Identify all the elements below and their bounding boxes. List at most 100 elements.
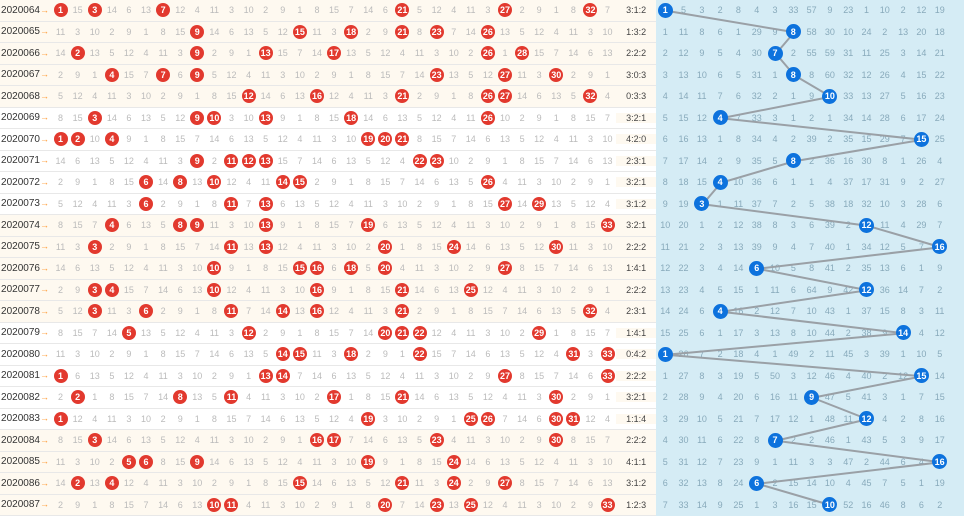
red-cell: 8 [514, 473, 531, 495]
red-cell: 4 [496, 494, 513, 516]
red-cell: 12 [428, 322, 445, 344]
red-cell: 9 [479, 150, 496, 172]
blue-cell: 1 [894, 344, 912, 366]
red-cell: 12 [479, 279, 496, 301]
red-cell: 12 [326, 86, 343, 108]
blue-cell: 23 [729, 451, 747, 473]
red-cell: 18 [343, 21, 360, 43]
red-cell: 4 [240, 64, 257, 86]
blue-cell: 52 [839, 494, 857, 516]
red-cell: 3 [223, 215, 240, 237]
blue-cell: 6 [748, 387, 766, 409]
blue-zone: 3131065311886032122641522 [656, 64, 964, 86]
red-cell: 10 [240, 0, 257, 21]
red-cell: 10 [137, 408, 154, 430]
blue-ball: 16 [932, 239, 947, 254]
blue-cell: 28 [674, 387, 692, 409]
red-ball: 11 [224, 304, 238, 318]
red-cell: 9 [479, 365, 496, 387]
red-cell: 3 [172, 473, 189, 495]
blue-cell: 1 [784, 107, 802, 129]
blue-cell: 9 [766, 21, 784, 43]
red-cell: 2 [206, 150, 223, 172]
red-cell: 12 [479, 494, 496, 516]
red-ball: 16 [310, 304, 324, 318]
blue-cell: 35 [857, 258, 875, 280]
ratio-cell: 1:4:1 [616, 328, 656, 338]
blue-cell: 2 [784, 430, 802, 452]
blue-cell: 6 [711, 21, 729, 43]
red-ball: 19 [361, 455, 375, 469]
blue-cell: 2 [876, 21, 894, 43]
red-cell: 6 [274, 86, 291, 108]
red-cell: 13 [496, 451, 513, 473]
blue-cell: 22 [729, 430, 747, 452]
red-cell: 10 [206, 279, 223, 301]
blue-cell: 20 [912, 21, 930, 43]
red-cell: 5 [257, 344, 274, 366]
blue-cell: 12 [857, 408, 875, 430]
red-ball: 13 [259, 197, 273, 211]
red-cell: 11 [155, 258, 172, 280]
red-cell: 14 [308, 150, 325, 172]
red-cell: 4 [137, 150, 154, 172]
blue-cell: 8 [693, 365, 711, 387]
red-cell: 2 [103, 21, 120, 43]
blue-cell: 15 [729, 279, 747, 301]
red-cell: 2 [206, 365, 223, 387]
red-cell: 2 [52, 172, 69, 194]
blue-cell: 34 [748, 129, 766, 151]
red-cell: 4 [394, 43, 411, 65]
blue-cell: 3 [693, 0, 711, 21]
blue-cell: 58 [802, 21, 820, 43]
red-ball: 1 [54, 412, 68, 426]
red-cell: 33 [599, 215, 616, 237]
red-cell: 8 [103, 387, 120, 409]
red-cell: 13 [599, 473, 616, 495]
red-cell: 22 [411, 322, 428, 344]
blue-cell: 33 [784, 0, 802, 21]
red-cell: 11 [103, 301, 120, 323]
red-cell: 12 [531, 21, 548, 43]
red-cell: 3 [326, 236, 343, 258]
red-cell: 18 [343, 344, 360, 366]
red-cell: 9 [172, 301, 189, 323]
ratio-cell: 4:1:1 [616, 457, 656, 467]
red-cell: 12 [120, 258, 137, 280]
red-cell: 11 [52, 451, 69, 473]
red-cell: 33 [599, 344, 616, 366]
blue-cell: 16 [857, 494, 875, 516]
blue-cell: 6 [711, 430, 729, 452]
blue-cell: 2 [839, 258, 857, 280]
red-cell: 27 [496, 193, 513, 215]
red-cell: 9 [189, 451, 206, 473]
blue-cell: 7 [912, 387, 930, 409]
red-cell: 4 [548, 451, 565, 473]
blue-cell: 8 [784, 322, 802, 344]
red-cell: 5 [308, 408, 325, 430]
red-cell: 11 [257, 172, 274, 194]
red-ball: 6 [139, 197, 153, 211]
red-cell: 15 [274, 43, 291, 65]
blue-ball: 10 [822, 497, 837, 512]
red-cell: 5 [360, 365, 377, 387]
ratio-cell: 1:2:3 [616, 500, 656, 510]
red-cell: 3 [274, 494, 291, 516]
red-ball: 7 [156, 3, 170, 17]
blue-cell: 6 [729, 86, 747, 108]
data-row: 2020068→51241131029181512146131612411321… [0, 86, 964, 108]
red-ball: 20 [378, 498, 392, 512]
red-ball: 14 [276, 175, 290, 189]
period-label: 2020080→ [0, 349, 52, 360]
data-row: 2020087→29181571461310114113102918207142… [0, 495, 964, 516]
blue-cell: 8 [894, 494, 912, 516]
red-cell: 26 [479, 86, 496, 108]
red-cell: 8 [462, 86, 479, 108]
blue-cell: 8 [766, 215, 784, 237]
blue-cell: 12 [693, 107, 711, 129]
red-cell: 13 [240, 451, 257, 473]
blue-cell: 4 [894, 215, 912, 237]
red-cell: 3 [479, 215, 496, 237]
red-cell: 1 [189, 193, 206, 215]
period-label: 2020065→ [0, 26, 52, 37]
